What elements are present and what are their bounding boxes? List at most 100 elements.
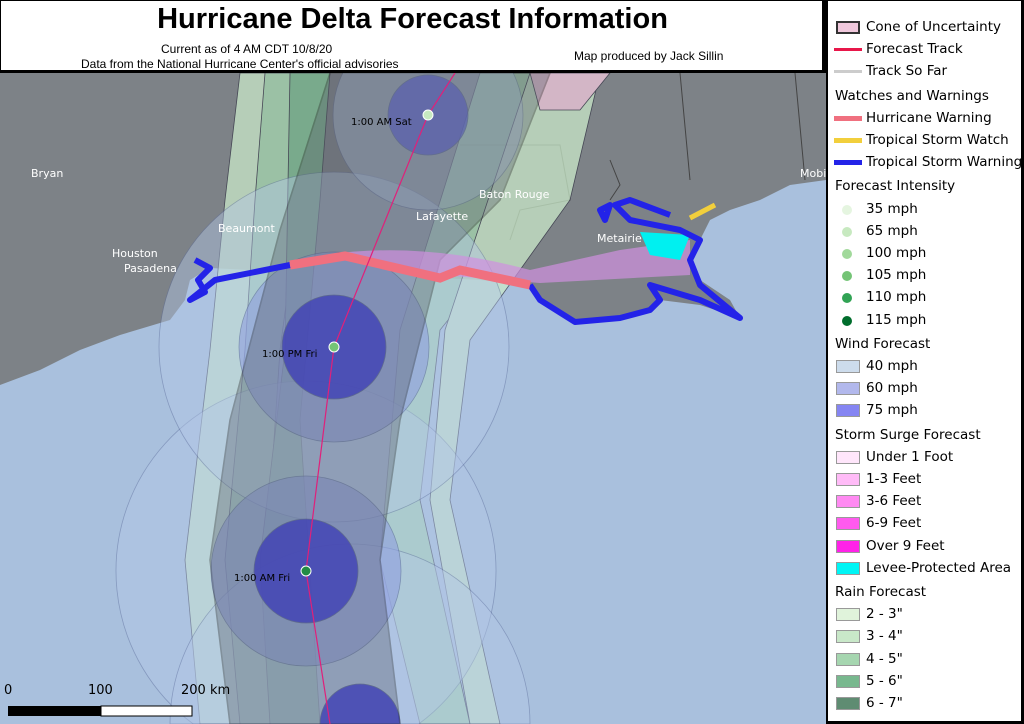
legend-swatch bbox=[836, 450, 860, 464]
forecast-point-label: 1:00 AM Fri bbox=[234, 573, 291, 584]
land-mass bbox=[0, 73, 826, 385]
forecast-point-label: 1:00 PM Fri bbox=[262, 349, 318, 360]
map-graphics bbox=[0, 73, 826, 724]
legend-item: 75 mph bbox=[828, 399, 1023, 421]
legend-label: Forecast Track bbox=[866, 41, 963, 58]
legend-label: 5 - 6" bbox=[866, 672, 903, 689]
legend-label: 6 - 7" bbox=[866, 695, 903, 711]
legend-item: 1-3 Feet bbox=[828, 468, 1023, 490]
legend-dot-icon bbox=[842, 315, 852, 326]
legend-item: 2 - 3" bbox=[828, 603, 1023, 625]
city-label: Houston bbox=[112, 247, 158, 260]
legend-label: Over 9 Feet bbox=[866, 537, 945, 554]
legend-item: 110 mph bbox=[828, 286, 1023, 308]
scale-bar-white bbox=[100, 705, 193, 717]
legend-item: 100 mph bbox=[828, 242, 1023, 264]
legend-item: Forecast Track bbox=[828, 38, 1023, 60]
city-label: Beaumont bbox=[218, 222, 275, 235]
legend-swatch bbox=[836, 539, 860, 553]
legend-swatch bbox=[836, 404, 860, 418]
legend-label: 60 mph bbox=[866, 380, 918, 397]
legend-swatch bbox=[836, 473, 860, 486]
scale-label: 200 km bbox=[181, 683, 231, 698]
city-label: Mobi bbox=[800, 167, 826, 180]
legend-swatch bbox=[836, 652, 860, 666]
legend-label: 1-3 Feet bbox=[866, 471, 922, 487]
legend-item: 65 mph bbox=[828, 220, 1023, 242]
city-label: Metairie bbox=[597, 232, 642, 245]
hurricane-warning-line bbox=[289, 251, 531, 290]
legend-label: Levee-Protected Area bbox=[866, 559, 1012, 576]
legend-label: 2 - 3" bbox=[866, 606, 903, 623]
forecast-point-fri-am bbox=[300, 565, 312, 577]
forecast-point-fri-pm bbox=[328, 341, 340, 353]
tropical-storm-warning-line bbox=[187, 197, 743, 325]
legend-section-title: Rain Forecast bbox=[828, 581, 1023, 603]
map-header: Hurricane Delta Forecast Information Cur… bbox=[0, 0, 823, 71]
legend-swatch bbox=[836, 674, 860, 688]
legend-item: 3-6 Feet bbox=[828, 490, 1023, 512]
tropical-storm-watch-line bbox=[688, 202, 717, 221]
map-canvas[interactable]: Bryan Beaumont Houston Pasadena Lafayett… bbox=[0, 73, 826, 724]
city-label: Pasadena bbox=[124, 262, 177, 275]
legend-item: 105 mph bbox=[828, 264, 1023, 286]
legend-section-title: Wind Forecast bbox=[828, 333, 1023, 355]
legend-item: Cone of Uncertainty bbox=[828, 16, 1023, 38]
forecast-point-sat bbox=[422, 109, 434, 121]
legend-label: Tropical Storm Watch bbox=[866, 132, 1009, 148]
legend-dot-icon bbox=[842, 271, 852, 282]
scale-bar-black bbox=[8, 706, 101, 716]
legend-label: 3 - 4" bbox=[866, 628, 903, 645]
legend-line-icon bbox=[834, 160, 862, 166]
storm-surge bbox=[290, 240, 690, 283]
legend-item: 6-9 Feet bbox=[828, 512, 1023, 534]
legend-label: Under 1 Foot bbox=[866, 448, 954, 465]
legend-label: 35 mph bbox=[866, 200, 918, 217]
legend-line-icon bbox=[834, 138, 862, 143]
legend-label: 100 mph bbox=[866, 245, 927, 261]
legend-heading: Wind Forecast bbox=[835, 335, 931, 352]
legend-label: 75 mph bbox=[866, 402, 918, 419]
city-label: Baton Rouge bbox=[479, 188, 550, 201]
scale-label: 0 bbox=[4, 683, 13, 698]
legend-item: Track So Far bbox=[828, 60, 1023, 82]
legend-heading: Storm Surge Forecast bbox=[835, 426, 981, 443]
levee-area bbox=[640, 232, 690, 260]
legend-section-title: Watches and Warnings bbox=[828, 85, 1023, 107]
legend-item: Tropical Storm Warning bbox=[828, 151, 1023, 173]
legend-label: 115 mph bbox=[866, 311, 927, 328]
legend-dot-icon bbox=[842, 293, 852, 304]
legend-label: 110 mph bbox=[866, 289, 927, 306]
legend-item: 35 mph bbox=[828, 198, 1023, 220]
legend-item: 5 - 6" bbox=[828, 670, 1023, 692]
legend-swatch bbox=[836, 561, 860, 575]
legend-swatch bbox=[836, 630, 860, 644]
legend-label: Tropical Storm Warning bbox=[866, 154, 1023, 171]
forecast-point-label: 1:00 AM Sat bbox=[351, 117, 412, 128]
legend-label: Cone of Uncertainty bbox=[866, 19, 1002, 35]
legend-heading: Forecast Intensity bbox=[835, 178, 956, 195]
legend-label: Track So Far bbox=[866, 63, 948, 80]
legend-section-title: Forecast Intensity bbox=[828, 175, 1023, 197]
city-label: Lafayette bbox=[416, 210, 469, 223]
legend-item: Hurricane Warning bbox=[828, 107, 1023, 129]
legend-swatch bbox=[836, 517, 860, 531]
legend-item: Under 1 Foot bbox=[828, 446, 1023, 468]
wind-75-thu bbox=[319, 683, 401, 724]
map-title: Hurricane Delta Forecast Information bbox=[157, 3, 668, 35]
legend-heading: Rain Forecast bbox=[835, 584, 927, 600]
legend-heading: Watches and Warnings bbox=[835, 87, 989, 104]
cone-of-uncertainty bbox=[209, 73, 551, 724]
legend-label: 6-9 Feet bbox=[866, 515, 922, 532]
legend-section-title: Storm Surge Forecast bbox=[828, 424, 1023, 446]
legend-label: Hurricane Warning bbox=[866, 109, 992, 126]
legend-swatch bbox=[836, 382, 860, 396]
legend-item: 4 - 5" bbox=[828, 648, 1023, 670]
legend-label: 4 - 5" bbox=[866, 650, 903, 667]
legend-line-icon bbox=[834, 115, 862, 121]
current-as-of: Current as of 4 AM CDT 10/8/20 bbox=[161, 42, 333, 56]
legend-item: Levee-Protected Area bbox=[828, 557, 1023, 579]
legend-line-icon bbox=[834, 48, 862, 52]
legend-item: 115 mph bbox=[828, 309, 1023, 331]
legend-swatch bbox=[836, 21, 860, 34]
